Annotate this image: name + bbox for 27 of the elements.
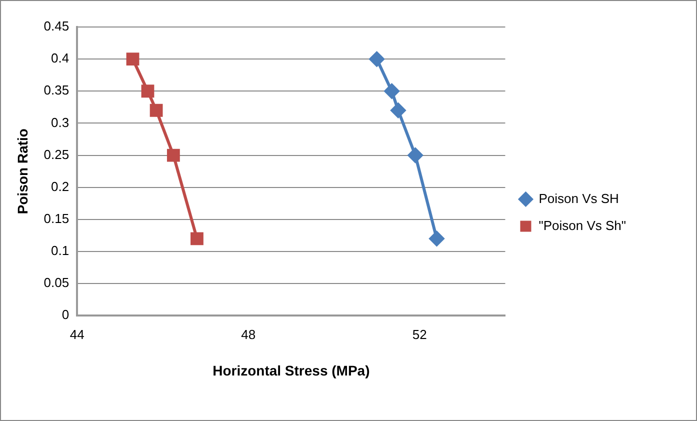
y-tick-label: 0.05 [44,275,70,290]
point [150,104,163,117]
y-tick-label: 0.35 [44,82,70,98]
x-tick-label: 48 [241,326,256,342]
point [390,102,406,118]
point [166,148,180,162]
point [408,148,423,163]
y-tick-label: 0.3 [51,114,70,130]
point [126,52,140,66]
point [384,84,400,99]
y-tick-label: 0.15 [44,210,70,226]
x-tick-label: 52 [412,326,427,342]
y-tick-label: 0.4 [51,50,70,66]
point [141,84,154,98]
legend-label: "Poison Vs Sh" [538,218,626,233]
y-axis-title: Poison Ratio [14,128,30,214]
point [429,231,444,246]
y-tick-label: 0.1 [51,243,70,258]
y-tick-label: 0.45 [44,18,70,34]
point [369,52,384,67]
x-tick-label: 44 [70,326,84,342]
point [190,232,204,246]
y-tick-label: 0.25 [44,146,70,162]
y-tick-label: 0 [62,307,70,322]
legend-label: Poison Vs SH [538,190,619,206]
y-tick-label: 0.2 [51,178,70,194]
x-axis-title: Horizontal Stress (MPa) [212,362,370,378]
